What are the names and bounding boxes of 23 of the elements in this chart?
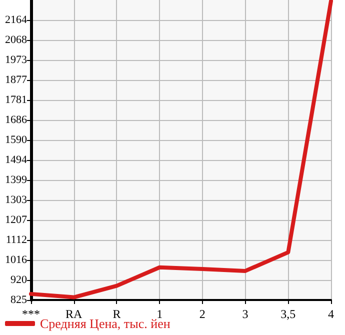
y-tick-label: 1207 xyxy=(5,214,28,226)
y-tick-label: 1494 xyxy=(5,154,28,166)
y-tick-label: 1016 xyxy=(5,254,28,266)
y-tick-label: 1112 xyxy=(6,234,27,246)
y-tick-label: 1877 xyxy=(5,74,28,86)
x-tick-label: RA xyxy=(66,307,83,321)
y-tick-label: 1686 xyxy=(5,114,28,126)
y-tick-label: 920 xyxy=(10,274,28,286)
y-tick-label: 1590 xyxy=(5,134,28,146)
x-tick-label: 4 xyxy=(328,307,334,321)
y-tick-label: 825 xyxy=(10,294,28,306)
x-tick-label: 1 xyxy=(156,307,163,321)
x-tick-label: *** xyxy=(22,307,40,321)
y-tick-label: 1973 xyxy=(5,54,28,66)
y-tick-label: 1399 xyxy=(5,174,28,186)
x-tick-label: 3 xyxy=(242,307,248,321)
y-tick-label: 1303 xyxy=(5,194,28,206)
x-tick-label: 3,5 xyxy=(280,307,296,321)
x-tick-label: R xyxy=(112,307,121,321)
x-tick-label: 2 xyxy=(199,307,206,321)
y-tick-label: 2068 xyxy=(5,34,28,46)
y-tick-label: 2164 xyxy=(5,14,28,26)
y-tick-label: 1781 xyxy=(5,94,27,106)
